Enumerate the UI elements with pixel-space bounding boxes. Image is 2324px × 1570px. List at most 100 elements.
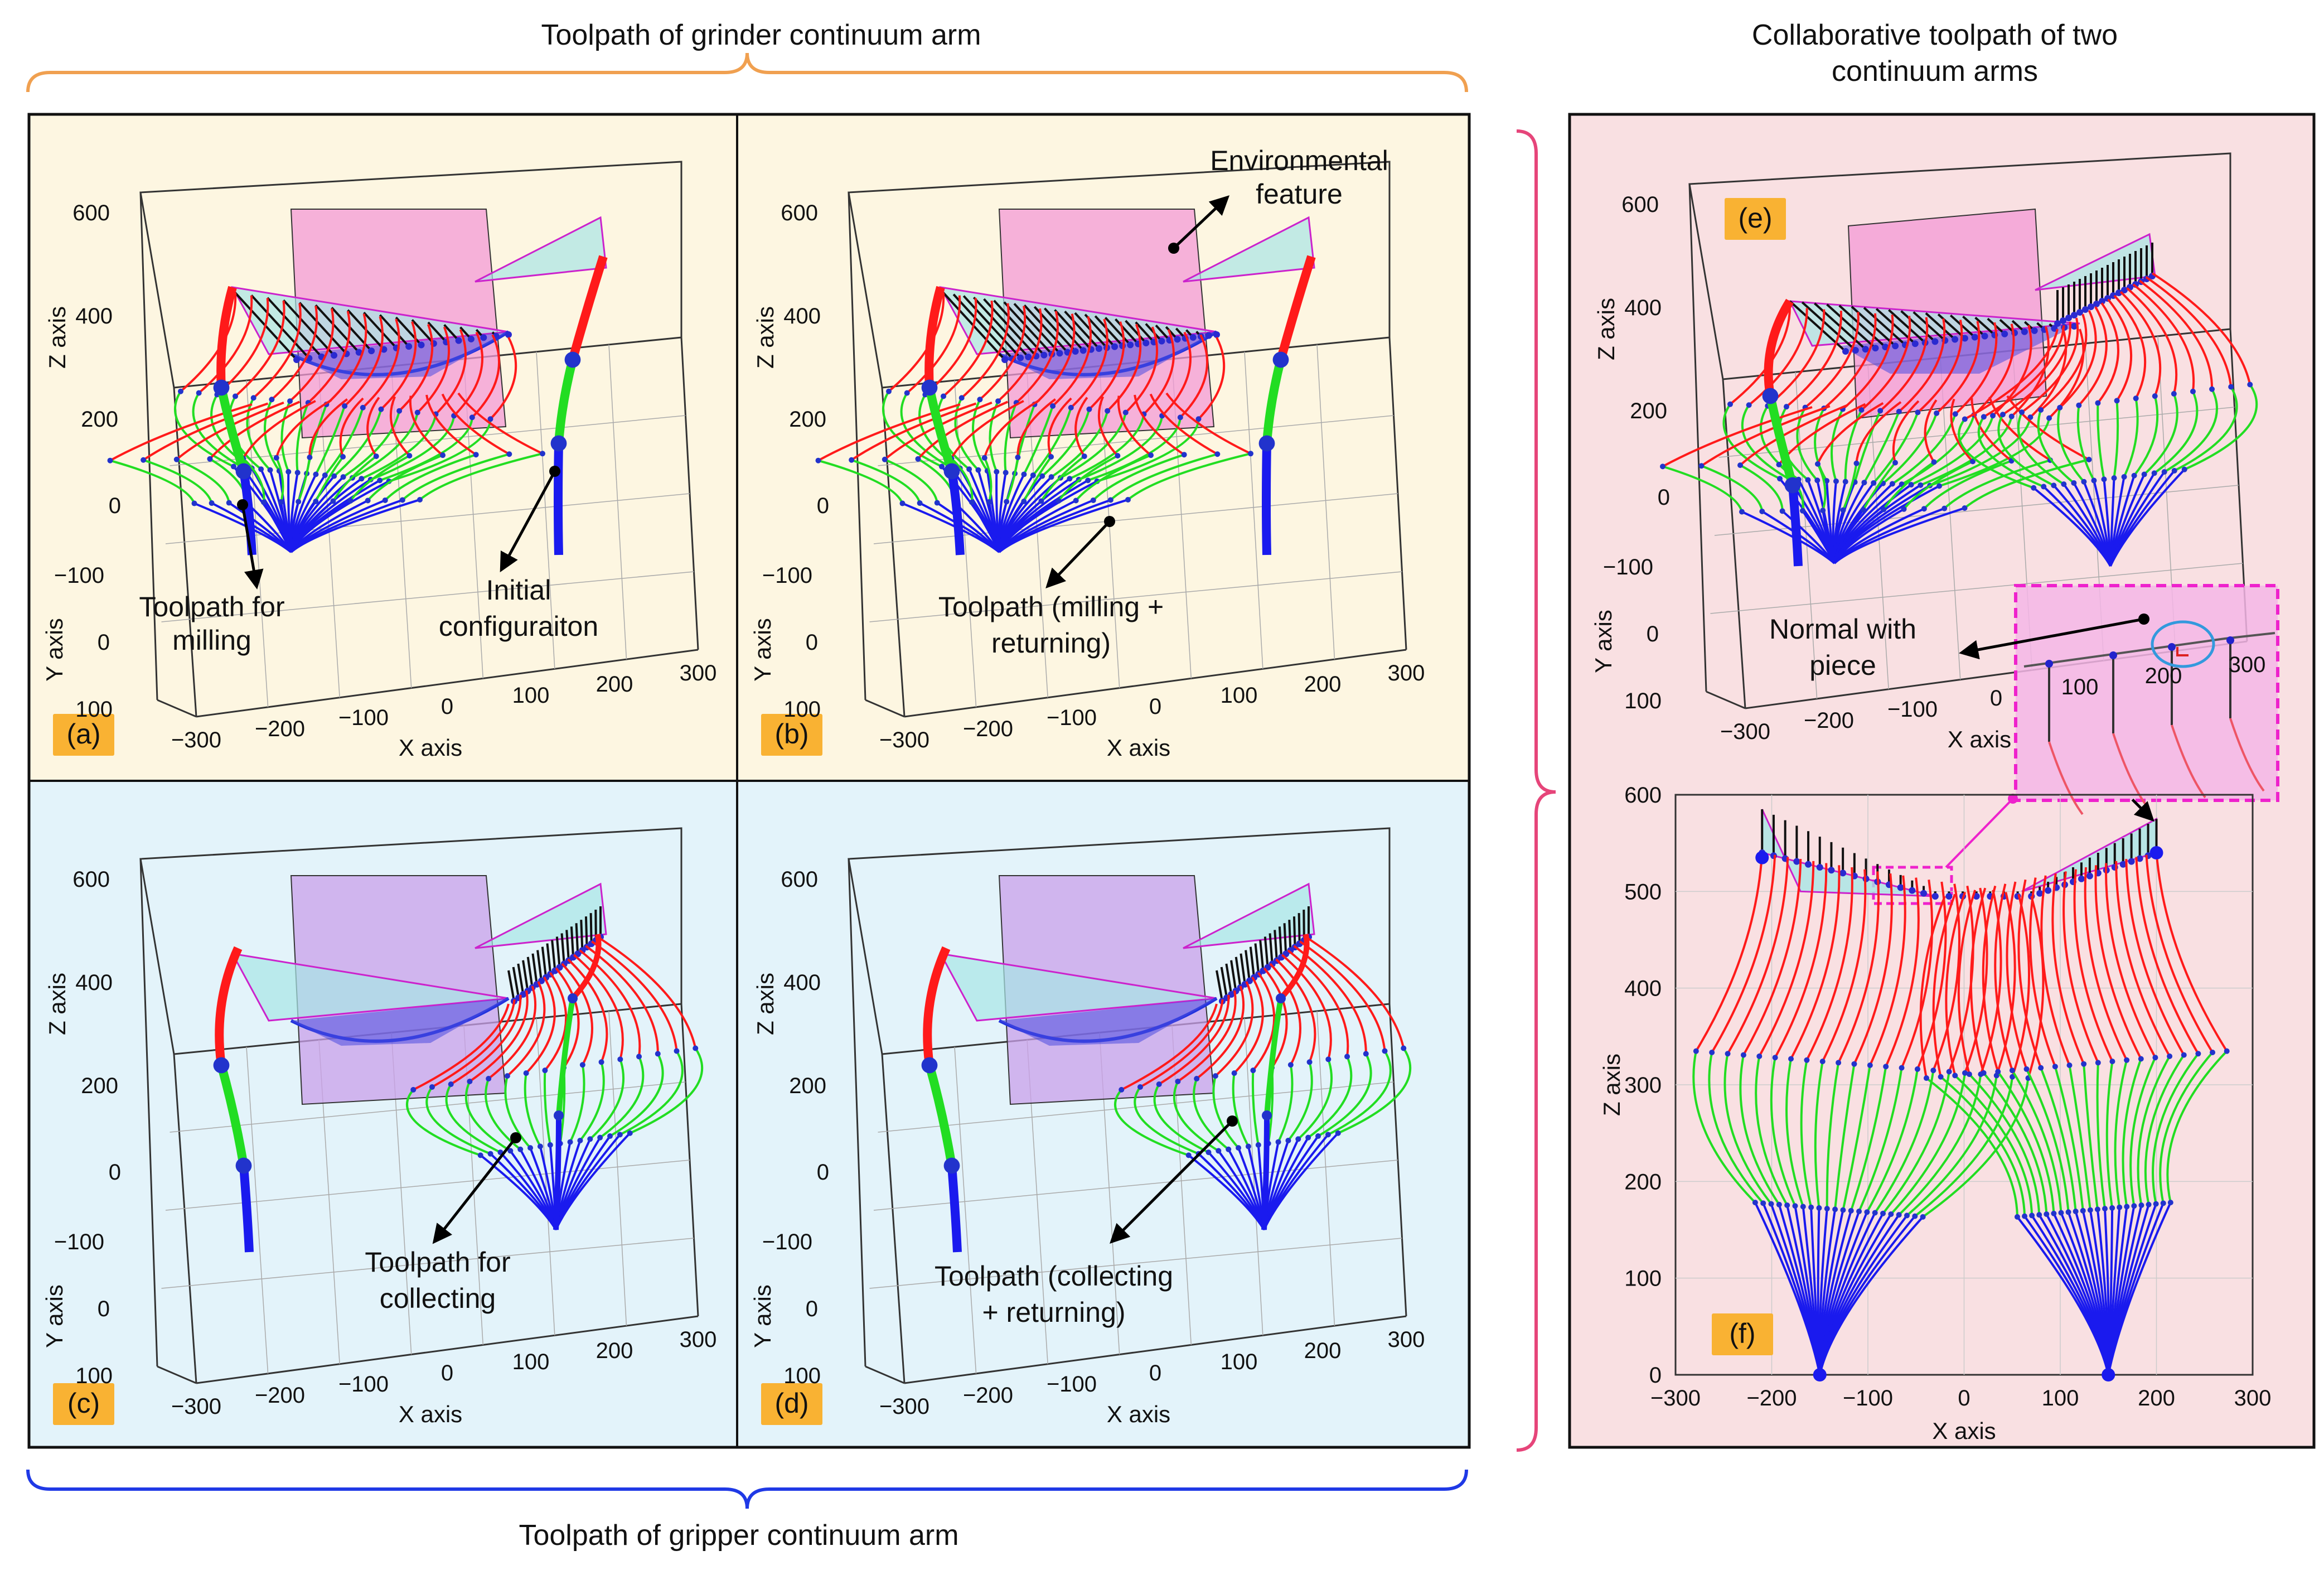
fan-joint [2038,1065,2044,1071]
fan-joint [2133,395,2139,402]
fan-curve-green [1075,454,1151,501]
normal-line [512,967,520,998]
fan-curve-red [1855,401,1902,463]
fan-joint [2051,482,2057,489]
fan-joint [627,1130,633,1136]
axes-front-edge [881,387,906,717]
header-gripper: Toolpath of gripper continuum arm [519,1519,958,1552]
fan-curve-red [2139,279,2214,389]
fan-curve-red [409,395,444,456]
fan-curve-red [441,393,510,455]
fan-joint [414,409,420,416]
arm-segment-blue [1788,485,1803,567]
toolpath-fan [107,392,545,553]
fan-curve-green [1041,409,1091,477]
fan-joint [107,457,113,463]
fan-joint [1216,1148,1222,1154]
fan-curve-green [1853,410,1882,482]
joint-dot [921,379,938,396]
tip-dot [2071,323,2078,330]
tag-c [53,1383,114,1425]
axes-bottom-left [865,699,905,718]
fan-joint [1231,1070,1237,1076]
fan-joint [285,468,292,475]
normal-line [551,940,556,971]
panel-tag-text: (e) [1738,202,1772,234]
x-tick-label: −200 [963,717,1013,741]
fan-curve-green [1882,1071,1950,1214]
fan-curve-red [1774,863,1828,1059]
fan-curve-red [1964,887,1988,1074]
arm-segment-blue [1261,1115,1270,1230]
fan-curve-red [1869,875,1906,1066]
arm-segment-green [1766,395,1797,487]
fan-joint [191,500,197,506]
tip-dot [1205,332,1212,339]
fan-joint [1912,1213,1918,1219]
fan-joint [207,456,213,462]
fan-curve-red [1662,406,1813,468]
grid-line [246,1047,269,1374]
fan-joint [1725,1051,1731,1057]
fan-curve-red [1143,329,1175,415]
x-tick-label: 100 [512,683,550,708]
fan-joint [2138,1202,2144,1209]
z-tick-label: 200 [81,1074,118,1098]
fan-curve-green [1708,1052,1764,1204]
arm-segment-red [1276,255,1316,361]
normal-line [517,963,525,995]
tip-dot [2060,317,2066,324]
base-dot [2102,1368,2115,1381]
fan-curve-blue [1818,1216,1924,1375]
note-normal-1: Normal with [1769,613,1916,645]
fan-joint [1815,461,1821,467]
fan-joint [506,451,512,457]
normal-line [1801,301,1857,351]
fan-joint [2117,1204,2123,1210]
x-tick-label: −100 [1047,1372,1097,1397]
fan-joint [1833,478,1839,484]
fan-curve-green [1023,405,1054,475]
fan-curve-red [2094,865,2142,1060]
fan-joint [2161,469,2167,475]
fan-joint [2038,407,2044,413]
fan-joint [1952,411,1958,417]
brace-collab [1516,129,1556,1452]
normal-line [589,913,593,944]
x-tick-label: 200 [2145,664,2182,688]
normal-line [1288,920,1292,951]
z-tick-label: 400 [75,304,113,329]
fan-curve-red [1263,967,1288,1069]
fan-joint [2061,481,2067,487]
fan-joint [1067,476,1073,482]
fan-curve-green [1925,1077,2018,1217]
x-axis-label: X axis [399,735,462,761]
fan-curve-green [1741,404,1790,480]
arm-segment-green [925,1064,956,1167]
normal-line [565,930,570,961]
fan-curve-red [143,402,269,461]
fan-joint [1918,482,1924,488]
fan-curve-green [2153,391,2199,474]
fan-curve-red [2119,291,2162,397]
fan-joint [2027,414,2034,421]
fan-joint [958,395,965,401]
fan-joint [1816,1205,1822,1211]
fan-joint [975,467,981,473]
axes-bottom-left [1706,690,1746,709]
fan-curve-red [339,397,364,457]
fan-curve-red [471,334,500,418]
axes-bottom-left [157,1365,197,1384]
continuum-arm [553,934,602,1230]
fan-curve-green [1251,1070,1260,1146]
fan-curve-red [2059,310,2097,409]
joint-dot [921,1057,938,1074]
tip-dot [1911,340,1919,347]
z-tick-label: 400 [75,970,113,995]
x-tick-label: −200 [963,1383,1013,1408]
fan-curve-green [333,409,383,477]
fan-curve-red [2132,283,2195,392]
fan-curve-red [2006,881,2028,1070]
fan-joint [1306,1059,1313,1065]
z-tick-label: 400 [1624,977,1662,1001]
